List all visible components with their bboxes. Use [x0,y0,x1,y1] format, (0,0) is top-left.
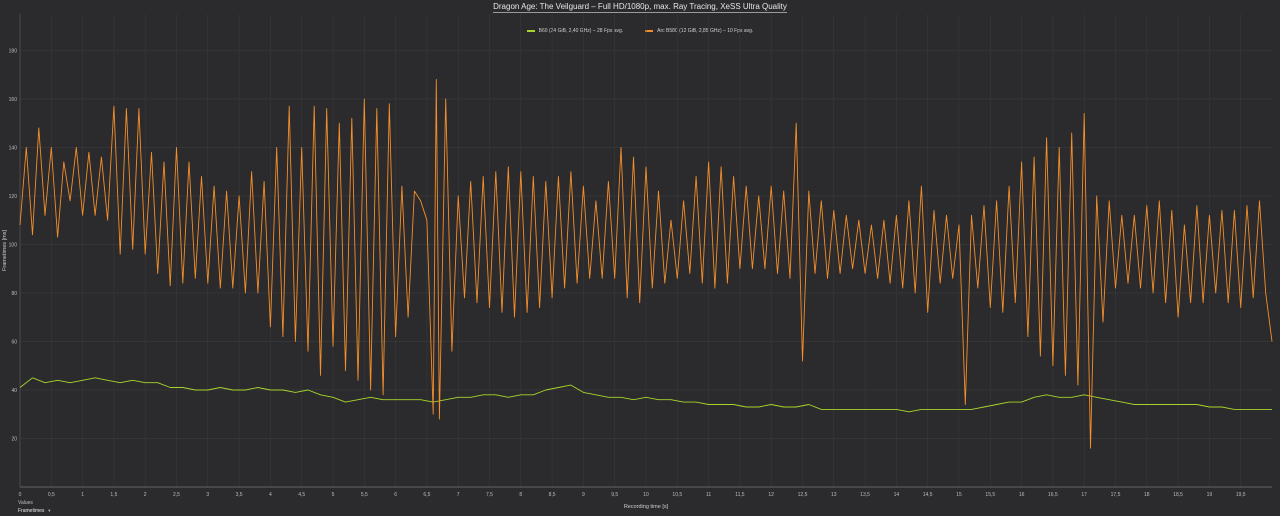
x-tick-label: 16,5 [1048,492,1058,498]
x-tick-label: 7,5 [486,492,493,498]
x-tick-label: 9,5 [611,492,618,498]
x-tick-label: 1,5 [110,492,117,498]
legend-label-b580: Arc B580 (12 GiB, 2,85 GHz) – 10 Fps avg… [657,28,754,34]
legend-swatch-b580 [645,30,654,32]
y-tick-label: 120 [9,194,18,200]
chart-legend: B60 (24 GiB, 2,40 GHz) – 28 Fps avg. Arc… [0,28,1280,34]
values-label: Values [18,500,33,506]
x-tick-label: 15 [956,492,962,498]
y-tick-label: 80 [11,291,17,297]
legend-item-b60[interactable]: B60 (24 GiB, 2,40 GHz) – 28 Fps avg. [526,28,624,34]
x-tick-label: 3,5 [236,492,243,498]
x-tick-label: 19,5 [1236,492,1246,498]
y-tick-label: 100 [9,242,18,248]
x-tick-label: 2,5 [173,492,180,498]
x-tick-label: 6 [394,492,397,498]
x-tick-label: 6,5 [423,492,430,498]
x-tick-label: 11 [706,492,711,498]
x-tick-label: 0 [19,492,22,498]
x-tick-label: 5 [332,492,335,498]
x-tick-label: 18,5 [1173,492,1183,498]
x-tick-label: 14,5 [923,492,933,498]
x-tick-label: 12 [768,492,774,498]
y-tick-label: 40 [11,388,17,394]
x-tick-label: 10,5 [672,492,682,498]
x-tick-label: 13,5 [860,492,870,498]
chart-title: Dragon Age: The Veilguard – Full HD/1080… [0,2,1280,13]
x-tick-label: 8 [519,492,522,498]
x-tick-label: 17,5 [1111,492,1121,498]
x-tick-label: 3 [206,492,209,498]
x-tick-label: 14 [894,492,900,498]
legend-swatch-b60 [526,30,535,32]
chevron-down-icon: ▼ [47,508,52,513]
x-tick-label: 1 [81,492,84,498]
x-tick-label: 19 [1207,492,1213,498]
x-tick-label: 10 [643,492,649,498]
x-tick-label: 2 [144,492,147,498]
x-tick-label: 4 [269,492,272,498]
x-tick-label: 13 [831,492,837,498]
x-tick-label: 12,5 [798,492,808,498]
metric-dropdown[interactable]: Frametimes ▼ [18,507,51,515]
legend-item-b580[interactable]: Arc B580 (12 GiB, 2,85 GHz) – 10 Fps avg… [645,28,753,34]
x-tick-label: 0,5 [48,492,55,498]
y-tick-label: 20 [11,436,17,442]
legend-label-b60: B60 (24 GiB, 2,40 GHz) – 28 Fps avg. [538,28,624,34]
x-tick-label: 9 [582,492,585,498]
y-axis-label: Frametimes [ms] [2,230,8,271]
y-tick-label: 160 [9,97,18,103]
x-axis-label: Recording time [s] [624,504,669,510]
series-line-b60 [19,377,1272,413]
x-tick-label: 11,5 [735,492,745,498]
chart-title-text: Dragon Age: The Veilguard – Full HD/1080… [493,2,787,13]
x-tick-label: 7 [457,492,460,498]
x-tick-label: 4,5 [298,492,305,498]
footer-controls: Values Frametimes ▼ [18,500,51,515]
metric-dropdown-label: Frametimes [18,508,45,514]
x-tick-label: 15,5 [985,492,995,498]
x-tick-label: 17 [1081,492,1087,498]
y-tick-label: 140 [9,145,18,151]
x-tick-label: 16 [1019,492,1025,498]
series-line-b580 [19,79,1273,449]
x-tick-label: 5,5 [361,492,368,498]
x-tick-label: 18 [1144,492,1150,498]
y-tick-label: 60 [11,339,17,345]
y-tick-label: 180 [9,48,18,54]
x-tick-label: 8,5 [549,492,556,498]
